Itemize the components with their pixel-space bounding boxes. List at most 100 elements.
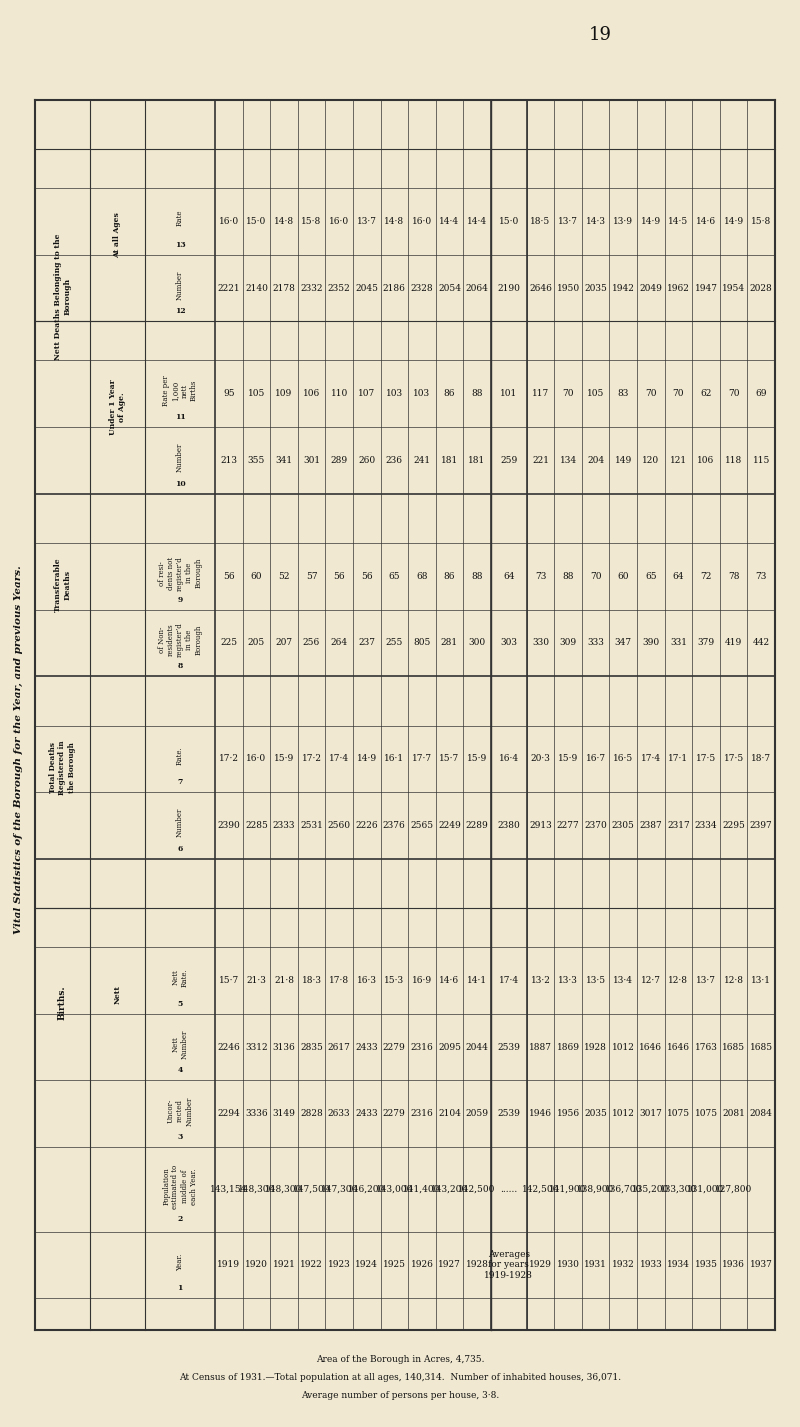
Text: 3: 3 [178,1133,182,1142]
Text: 1921: 1921 [273,1260,295,1270]
Text: 20·3: 20·3 [530,755,550,763]
Text: 21·8: 21·8 [274,976,294,985]
Text: 1012: 1012 [612,1109,634,1119]
Text: 1012: 1012 [612,1043,634,1052]
Text: 52: 52 [278,572,290,581]
Text: 88: 88 [471,572,483,581]
Text: 1928: 1928 [584,1043,607,1052]
Text: 86: 86 [444,390,455,398]
Text: Nett
Rate.: Nett Rate. [171,968,189,986]
Text: 117: 117 [532,390,549,398]
Text: 225: 225 [220,638,238,648]
Text: 3336: 3336 [245,1109,268,1119]
Text: 2376: 2376 [383,821,406,831]
Text: Nett: Nett [114,985,122,1003]
Text: 15·9: 15·9 [558,755,578,763]
Text: 1956: 1956 [557,1109,580,1119]
Text: 12·8: 12·8 [669,976,689,985]
Text: 1919: 1919 [218,1260,240,1270]
Text: Year.: Year. [176,1253,184,1270]
Text: 2246: 2246 [218,1043,240,1052]
Text: 2328: 2328 [410,284,434,293]
Text: 1075: 1075 [694,1109,718,1119]
Text: 1928: 1928 [466,1260,489,1270]
Text: 13·7: 13·7 [357,217,377,225]
Text: 2633: 2633 [328,1109,350,1119]
Text: 1926: 1926 [410,1260,434,1270]
Text: 141,400: 141,400 [403,1184,441,1194]
Text: 70: 70 [645,390,657,398]
Text: 86: 86 [444,572,455,581]
Text: 2285: 2285 [245,821,268,831]
Text: 1924: 1924 [355,1260,378,1270]
Text: 19: 19 [589,26,611,44]
Text: 12·7: 12·7 [641,976,661,985]
Text: 2249: 2249 [438,821,461,831]
Text: 2565: 2565 [410,821,434,831]
Text: 83: 83 [618,390,629,398]
Text: 17·5: 17·5 [723,755,744,763]
Text: 2316: 2316 [410,1043,434,1052]
Text: 60: 60 [250,572,262,581]
Text: 101: 101 [500,390,518,398]
Text: 3017: 3017 [639,1109,662,1119]
Text: 2387: 2387 [639,821,662,831]
Text: 330: 330 [532,638,549,648]
Text: 17·7: 17·7 [412,755,432,763]
Text: 16·3: 16·3 [357,976,377,985]
Text: 213: 213 [220,455,238,465]
Text: 331: 331 [670,638,687,648]
Text: 2646: 2646 [529,284,552,293]
Text: 241: 241 [414,455,430,465]
Text: 16·0: 16·0 [412,217,432,225]
Text: 2054: 2054 [438,284,461,293]
Text: 2913: 2913 [529,821,552,831]
Text: 16·4: 16·4 [498,755,519,763]
Text: of resi-
dents not
register’d
in the
Borough: of resi- dents not register’d in the Bor… [158,555,202,591]
Text: Averages
for years
1919-1928: Averages for years 1919-1928 [484,1250,534,1280]
Text: 13·7: 13·7 [558,217,578,225]
Text: 204: 204 [587,455,604,465]
Text: 15·8: 15·8 [751,217,771,225]
Text: 57: 57 [306,572,318,581]
Text: 16·5: 16·5 [613,755,634,763]
Text: 149: 149 [614,455,632,465]
Text: 333: 333 [587,638,604,648]
Text: 13·4: 13·4 [614,976,634,985]
Text: 65: 65 [645,572,657,581]
Text: 17·4: 17·4 [329,755,350,763]
Text: 18·7: 18·7 [751,755,771,763]
Text: 2140: 2140 [245,284,268,293]
Text: 16·0: 16·0 [246,755,266,763]
Text: 64: 64 [503,572,514,581]
Text: 136,700: 136,700 [605,1184,642,1194]
Text: 65: 65 [389,572,400,581]
Text: 1947: 1947 [694,284,718,293]
Text: 419: 419 [725,638,742,648]
Text: 15·0: 15·0 [498,217,519,225]
Text: 1920: 1920 [245,1260,268,1270]
Text: 1: 1 [178,1284,182,1293]
Text: 256: 256 [303,638,320,648]
Text: 2294: 2294 [218,1109,240,1119]
Text: 15·9: 15·9 [467,755,487,763]
Text: 62: 62 [700,390,712,398]
Text: Number: Number [176,270,184,300]
Text: 1929: 1929 [529,1260,552,1270]
Text: 69: 69 [755,390,767,398]
Text: 131,000: 131,000 [687,1184,725,1194]
Text: 2370: 2370 [584,821,607,831]
Text: 141,900: 141,900 [550,1184,586,1194]
Text: 17·8: 17·8 [329,976,350,985]
Text: 301: 301 [303,455,320,465]
Text: 17·5: 17·5 [696,755,716,763]
Text: 78: 78 [728,572,739,581]
Text: 21·3: 21·3 [246,976,266,985]
Text: 107: 107 [358,390,375,398]
Text: 88: 88 [471,390,483,398]
Text: 1925: 1925 [383,1260,406,1270]
Text: 1937: 1937 [750,1260,773,1270]
Text: 15·7: 15·7 [218,976,239,985]
Text: Nett Deaths Belonging to the
Borough: Nett Deaths Belonging to the Borough [54,234,71,360]
Text: Average number of persons per house, 3·8.: Average number of persons per house, 3·8… [301,1391,499,1400]
